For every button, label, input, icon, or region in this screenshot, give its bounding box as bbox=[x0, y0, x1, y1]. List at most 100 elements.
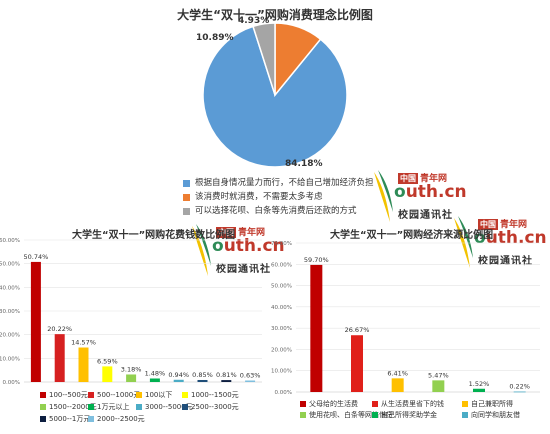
bar-value-label: 50.74% bbox=[24, 253, 49, 261]
legend-swatch bbox=[300, 401, 306, 407]
bar-value-label: 0.85% bbox=[192, 371, 213, 379]
y-tick-label: 10.00% bbox=[271, 369, 292, 375]
legend-swatch bbox=[182, 404, 188, 410]
y-tick-label: 50.00% bbox=[271, 284, 292, 290]
pie-slice bbox=[252, 22, 276, 96]
bar-value-label: 0.63% bbox=[240, 372, 261, 380]
bar-value-label: 0.22% bbox=[509, 383, 530, 391]
pie-legend-item: 根据自身情况量力而行，不给自己增加经济负担 bbox=[183, 176, 374, 190]
logo-brand: outh.cn bbox=[394, 182, 467, 202]
legend-swatch bbox=[183, 179, 190, 187]
legend-swatch bbox=[462, 412, 468, 418]
legend-item: 向同学和朋友借 bbox=[462, 410, 520, 420]
y-tick-label: 60.00% bbox=[0, 238, 20, 244]
legend-swatch bbox=[40, 404, 46, 410]
legend-swatch bbox=[40, 392, 46, 398]
legend-label: 从生活费里省下的钱 bbox=[381, 400, 444, 408]
pie-value-label: 84.18% bbox=[285, 159, 323, 169]
legend-swatch bbox=[136, 392, 142, 398]
bar-value-label: 1.52% bbox=[469, 380, 490, 388]
y-tick-label: 40.00% bbox=[271, 305, 292, 311]
bar-value-label: 6.41% bbox=[387, 369, 408, 377]
legend-label: 向同学和朋友借 bbox=[471, 411, 520, 419]
pie-legend-label: 该消费时就消费，不需要太多考虑 bbox=[195, 192, 323, 202]
legend-label: 使用花呗、白条等网络借贷 bbox=[309, 411, 393, 419]
logo-line1: 中国 青年网 bbox=[478, 219, 528, 230]
bar-value-label: 1.48% bbox=[145, 369, 166, 377]
legend-label: 3000--5000元 bbox=[145, 403, 193, 411]
legend-swatch bbox=[88, 404, 94, 410]
y-tick-label: 60.00% bbox=[271, 262, 292, 268]
legend-item: 从生活费里省下的钱 bbox=[372, 399, 444, 409]
pie-value-label: 4.93% bbox=[238, 16, 269, 26]
legend-label: 1500--2000元 bbox=[49, 403, 97, 411]
bar bbox=[197, 379, 208, 382]
spending-chart-title: 大学生“双十一”网购花费钱数比例图 bbox=[72, 230, 236, 241]
legend-swatch bbox=[183, 207, 190, 215]
legend-item: 自己所得奖助学金 bbox=[372, 410, 437, 420]
y-tick-label: 70.00% bbox=[271, 241, 292, 247]
legend-item: 父母给的生活费 bbox=[300, 399, 358, 409]
legend-item: 1万元以上 bbox=[88, 402, 129, 412]
legend-swatch bbox=[372, 401, 378, 407]
pie-legend-label: 根据自身情况量力而行，不给自己增加经济负担 bbox=[195, 178, 374, 188]
legend-item: 2500--3000元 bbox=[182, 402, 239, 412]
legend-item: 2000--2500元 bbox=[88, 414, 145, 424]
pie-legend-item: 可以选择花呗、白条等先消费后还款的方式 bbox=[183, 204, 374, 218]
bar-value-label: 3.18% bbox=[121, 365, 142, 373]
logo-line1: 中国 青年网 bbox=[216, 227, 266, 238]
logo-line1: 中国 青年网 bbox=[398, 173, 448, 184]
legend-swatch bbox=[88, 416, 94, 422]
legend-swatch bbox=[88, 392, 94, 398]
logo-subtitle: 校园通讯社 bbox=[398, 210, 453, 221]
bar bbox=[102, 366, 113, 382]
legend-label: 2000--2500元 bbox=[97, 415, 145, 423]
legend-swatch bbox=[136, 404, 142, 410]
pie-legend-label: 可以选择花呗、白条等先消费后还款的方式 bbox=[195, 206, 357, 216]
legend-swatch bbox=[372, 412, 378, 418]
legend-label: 500--1000元 bbox=[97, 391, 141, 399]
y-tick-label: 30.00% bbox=[0, 309, 20, 315]
legend-label: 5000--1万元 bbox=[49, 415, 91, 423]
bar bbox=[245, 380, 256, 382]
legend-label: 1000--1500元 bbox=[191, 391, 239, 399]
legend-item: 使用花呗、白条等网络借贷 bbox=[300, 410, 393, 420]
legend-item: 3000--5000元 bbox=[136, 402, 193, 412]
y-tick-label: 50.00% bbox=[0, 262, 20, 268]
logo-brand: outh.cn bbox=[212, 236, 285, 256]
legend-item: 1500--2000元 bbox=[40, 402, 97, 412]
pie-slice bbox=[202, 25, 348, 168]
legend-swatch bbox=[300, 412, 306, 418]
logo-subtitle: 校园通讯社 bbox=[216, 264, 271, 275]
pie-legend: 根据自身情况量力而行，不给自己增加经济负担 该消费时就消费，不需要太多考虑 可以… bbox=[183, 176, 374, 218]
legend-label: 100以下 bbox=[145, 391, 173, 399]
bar bbox=[54, 334, 65, 382]
legend-item: 100以下 bbox=[136, 390, 172, 400]
youth-cn-logo: 中国 青年网 outh.cn 校园通讯社 bbox=[372, 168, 472, 224]
bar bbox=[310, 264, 323, 392]
legend-label: 1万元以上 bbox=[97, 403, 130, 411]
bar-value-label: 59.70% bbox=[304, 256, 329, 264]
bar bbox=[391, 378, 404, 392]
legend-item: 自己兼职所得 bbox=[462, 399, 513, 409]
bar-value-label: 0.94% bbox=[168, 371, 189, 379]
legend-item: 500--1000元 bbox=[88, 390, 140, 400]
bar-value-label: 26.67% bbox=[345, 326, 370, 334]
pie-legend-item: 该消费时就消费，不需要太多考虑 bbox=[183, 190, 374, 204]
bar bbox=[473, 388, 485, 392]
bar bbox=[30, 261, 41, 382]
bar bbox=[432, 380, 445, 392]
youth-cn-logo: 中国 青年网 outh.cn 校园通讯社 bbox=[190, 222, 290, 278]
bar-value-label: 6.59% bbox=[97, 357, 118, 365]
legend-swatch bbox=[462, 401, 468, 407]
legend-item: 5000--1万元 bbox=[40, 414, 90, 424]
bar-value-label: 14.57% bbox=[71, 339, 96, 347]
legend-item: 1000--1500元 bbox=[182, 390, 239, 400]
legend-label: 自己所得奖助学金 bbox=[381, 411, 437, 419]
bar bbox=[351, 335, 363, 392]
bar bbox=[126, 374, 137, 382]
income-chart-title: 大学生“双十一”网购经济来源比例图 bbox=[330, 230, 494, 241]
